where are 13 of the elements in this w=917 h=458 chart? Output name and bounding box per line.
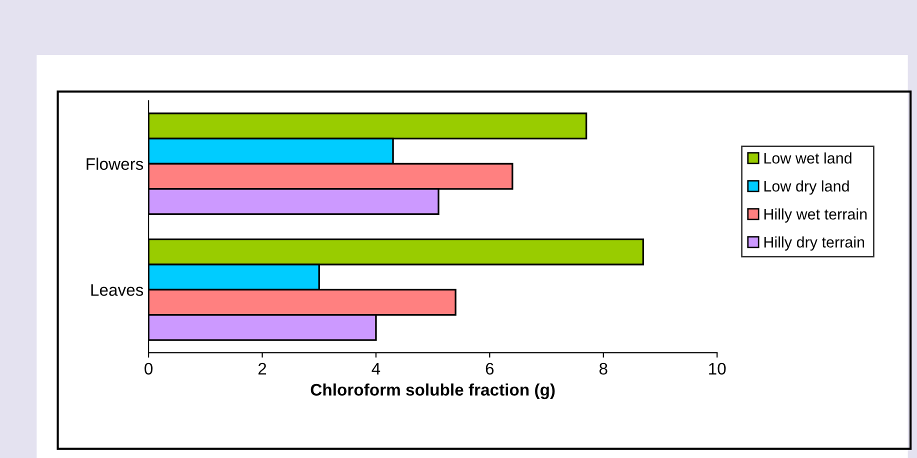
y-tick-label: Flowers [86,158,144,170]
legend-label: Low dry land [764,180,849,195]
legend-label: Hilly wet terrain [764,208,867,223]
y-tick-label: Leaves [91,284,144,296]
x-tick-label: 4 [372,362,380,374]
x-tick-label: 10 [709,362,726,375]
legend-label: Hilly dry terrain [764,236,864,251]
x-tick-label: 8 [599,362,608,375]
x-tick-label: 0 [144,362,153,375]
x-axis-title: Chloroform soluble fraction (g) [310,383,555,400]
legend-label: Low wet land [764,152,852,164]
x-tick-label: 2 [258,362,266,374]
x-tick-label: 6 [486,362,494,375]
